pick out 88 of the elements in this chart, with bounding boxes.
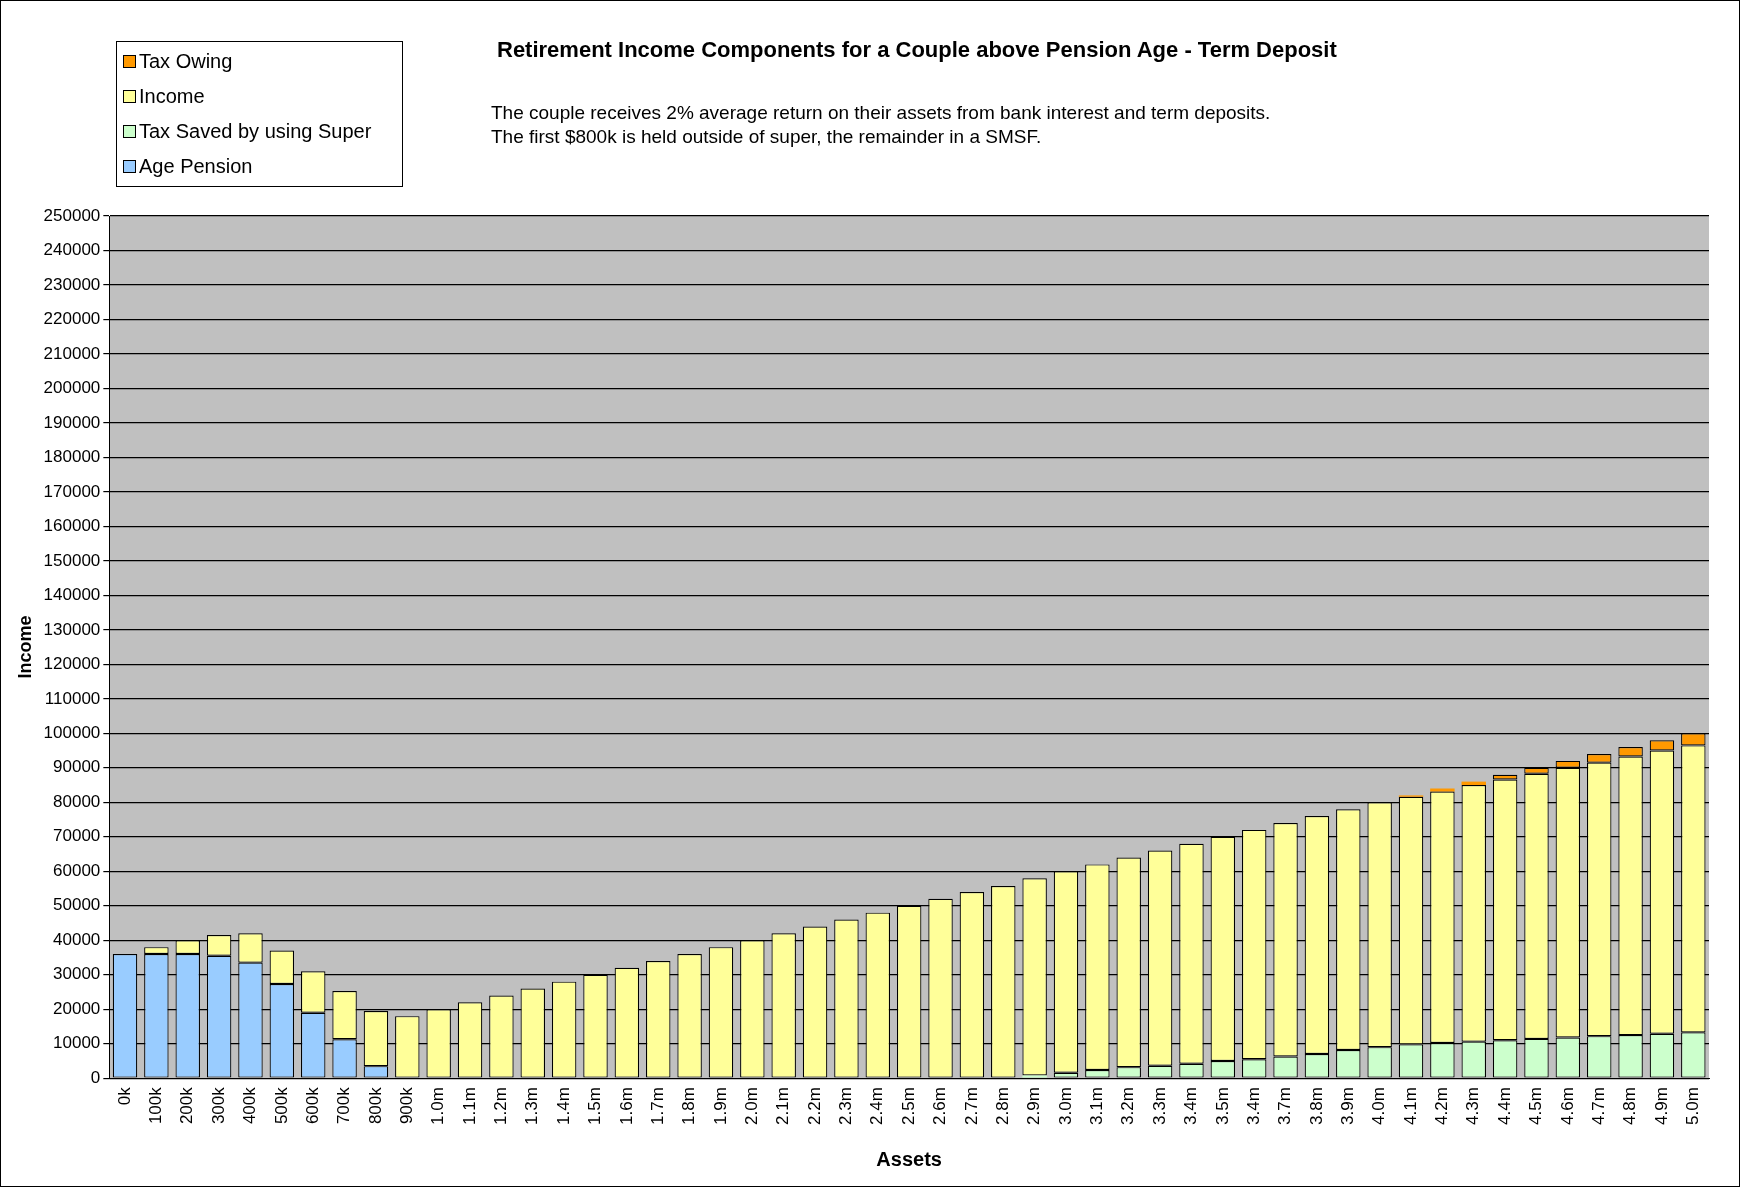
y-tick-label: 240000 xyxy=(43,240,101,260)
y-tick-label: 20000 xyxy=(53,998,101,1018)
x-tick-label: 2.1m xyxy=(773,1087,793,1125)
y-tick-label: 50000 xyxy=(53,895,101,915)
x-tick-label: 4.1m xyxy=(1400,1087,1420,1125)
x-tick-label: 2.8m xyxy=(992,1087,1012,1125)
x-tick-label: 4.0m xyxy=(1369,1087,1389,1125)
y-tick-label: 210000 xyxy=(43,343,101,363)
x-axis-title: Assets xyxy=(876,1147,942,1170)
y-tick-label: 40000 xyxy=(53,929,101,949)
y-tick-label: 250000 xyxy=(43,205,101,225)
y-tick-label: 220000 xyxy=(43,309,101,329)
legend-label: Tax Owing xyxy=(139,50,233,73)
legend-label: Tax Saved by using Super xyxy=(139,120,372,143)
x-tick-label: 300k xyxy=(208,1086,228,1125)
bar xyxy=(1430,788,1455,792)
x-tick-label: 1.5m xyxy=(585,1087,605,1125)
y-tick-label: 100000 xyxy=(43,723,101,743)
legend-label: Age Pension xyxy=(139,155,253,178)
x-tick-label: 1.7m xyxy=(647,1087,667,1125)
x-tick-label: 1.1m xyxy=(459,1087,479,1125)
x-tick-label: 5.0m xyxy=(1683,1087,1702,1125)
x-tick-label: 3.3m xyxy=(1149,1087,1169,1125)
x-tick-label: 4.8m xyxy=(1620,1087,1640,1125)
y-tick-label: 230000 xyxy=(43,274,101,294)
x-tick-label: 100k xyxy=(146,1086,166,1125)
x-tick-label: 3.7m xyxy=(1275,1087,1295,1125)
x-tick-label: 0k xyxy=(114,1086,134,1106)
y-tick-label: 80000 xyxy=(53,791,101,811)
y-tick-label: 190000 xyxy=(43,412,101,432)
x-tick-label: 3.1m xyxy=(1087,1087,1107,1125)
y-tick-label: 150000 xyxy=(43,550,101,570)
x-tick-label: 1.3m xyxy=(522,1087,542,1125)
y-tick-label: 140000 xyxy=(43,585,101,605)
x-tick-label: 1.4m xyxy=(553,1087,573,1125)
x-tick-label: 700k xyxy=(334,1086,354,1125)
x-tick-label: 3.9m xyxy=(1337,1087,1357,1125)
x-tick-label: 600k xyxy=(302,1086,322,1125)
x-tick-label: 3.0m xyxy=(1055,1087,1075,1125)
x-tick-label: 2.7m xyxy=(961,1087,981,1125)
x-tick-label: 4.5m xyxy=(1526,1087,1546,1125)
y-tick-label: 70000 xyxy=(53,826,101,846)
y-tick-label: 180000 xyxy=(43,447,101,467)
y-tick-label: 200000 xyxy=(43,378,101,398)
chart-title: Retirement Income Components for a Couple above Pension Age - Term Deposit xyxy=(497,37,1337,63)
x-tick-label: 2.0m xyxy=(742,1087,762,1125)
y-tick-label: 170000 xyxy=(43,481,101,501)
x-tick-label: 400k xyxy=(240,1086,260,1125)
x-tick-label: 4.3m xyxy=(1463,1087,1483,1125)
x-tick-label: 3.4m xyxy=(1243,1087,1263,1125)
text: The first $800k is held outside of super, the remainder in a SMSF. xyxy=(491,125,1043,149)
x-tick-label: 3.2m xyxy=(1118,1087,1138,1125)
legend-label: Income xyxy=(139,85,205,108)
x-tick-label: 1.8m xyxy=(679,1087,699,1125)
bar xyxy=(1022,1075,1047,1078)
text: The couple receives 2% average return on their assets from bank interest and term deposits. xyxy=(491,101,1271,125)
x-tick-label: 4.9m xyxy=(1651,1087,1671,1125)
y-tick-label: 10000 xyxy=(53,1033,101,1053)
x-tick-label: 2.6m xyxy=(930,1087,950,1125)
y-tick-label: 130000 xyxy=(43,619,101,639)
y-tick-label: 30000 xyxy=(53,964,101,984)
x-tick-label: 2.2m xyxy=(804,1087,824,1125)
x-tick-label: 2.9m xyxy=(1024,1087,1044,1125)
x-tick-label: 1.0m xyxy=(428,1087,448,1125)
x-tick-label: 2.4m xyxy=(867,1087,887,1125)
x-tick-label: 3.5m xyxy=(1212,1087,1232,1125)
x-tick-label: 2.5m xyxy=(898,1087,918,1125)
x-tick-label: 3.4m xyxy=(1181,1087,1201,1125)
y-tick-label: 90000 xyxy=(53,757,101,777)
x-tick-label: 200k xyxy=(177,1086,197,1125)
y-tick-label: 160000 xyxy=(43,516,101,536)
x-tick-label: 3.8m xyxy=(1306,1087,1326,1125)
x-tick-label: 4.2m xyxy=(1432,1087,1452,1125)
x-tick-label: 4.4m xyxy=(1494,1087,1514,1125)
x-tick-label: 800k xyxy=(365,1086,385,1125)
x-tick-label: 4.7m xyxy=(1588,1087,1608,1125)
x-tick-label: 1.2m xyxy=(491,1087,511,1125)
x-tick-label: 500k xyxy=(271,1086,291,1125)
y-axis-title: Income xyxy=(14,615,35,679)
y-tick-label: 0 xyxy=(90,1067,101,1087)
x-tick-label: 900k xyxy=(396,1086,416,1125)
x-tick-label: 1.6m xyxy=(616,1087,636,1125)
x-tick-label: 4.6m xyxy=(1557,1087,1577,1125)
x-tick-label: 2.3m xyxy=(836,1087,856,1125)
y-tick-label: 110000 xyxy=(44,688,101,708)
y-tick-label: 120000 xyxy=(43,654,101,674)
y-tick-label: 60000 xyxy=(53,860,101,880)
x-tick-label: 1.9m xyxy=(710,1087,730,1125)
